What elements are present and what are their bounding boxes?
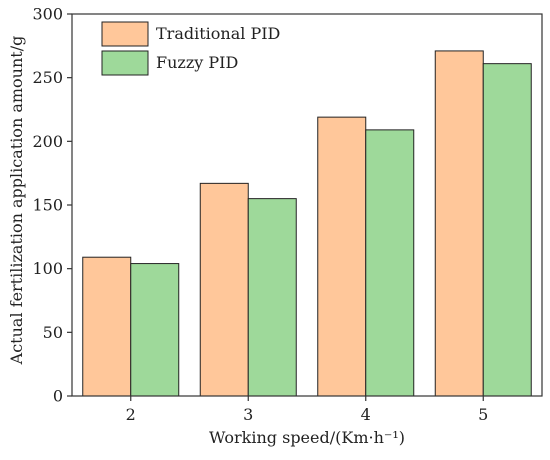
y-tick-label: 250 — [32, 68, 63, 87]
y-tick-label: 300 — [32, 5, 63, 24]
bars-group — [82, 50, 532, 397]
bar-fuzzy-pid-3 — [247, 198, 297, 397]
x-tick-label: 4 — [361, 405, 371, 424]
y-tick-label: 0 — [53, 387, 63, 406]
bar-traditional-pid-4 — [317, 116, 367, 397]
legend: Traditional PID Fuzzy PID — [101, 21, 280, 76]
y-tick-label: 150 — [32, 196, 63, 215]
bar-fuzzy-pid-2 — [130, 263, 180, 397]
y-axis-label: Actual fertilization application amount/… — [7, 36, 26, 366]
x-tick-label: 5 — [478, 405, 488, 424]
bar-traditional-pid-2 — [82, 256, 132, 397]
bar-traditional-pid-5 — [434, 50, 484, 397]
bar-traditional-pid-3 — [199, 182, 249, 397]
legend-label: Fuzzy PID — [156, 53, 238, 72]
legend-swatch — [101, 21, 149, 47]
x-tick-label: 3 — [243, 405, 253, 424]
y-ticks-group: 0 50 100 150 200 250 300 — [32, 5, 72, 406]
x-axis-label: Working speed/(Km·h⁻¹) — [209, 428, 405, 447]
legend-label: Traditional PID — [156, 24, 280, 43]
x-tick-label: 2 — [126, 405, 136, 424]
bar-fuzzy-pid-5 — [482, 63, 532, 397]
legend-swatch — [101, 50, 149, 76]
bar-fuzzy-pid-4 — [365, 129, 415, 397]
x-ticks-group: 2 3 4 5 — [126, 396, 488, 424]
y-tick-label: 200 — [32, 132, 63, 151]
y-tick-label: 50 — [43, 323, 63, 342]
y-tick-label: 100 — [32, 259, 63, 278]
